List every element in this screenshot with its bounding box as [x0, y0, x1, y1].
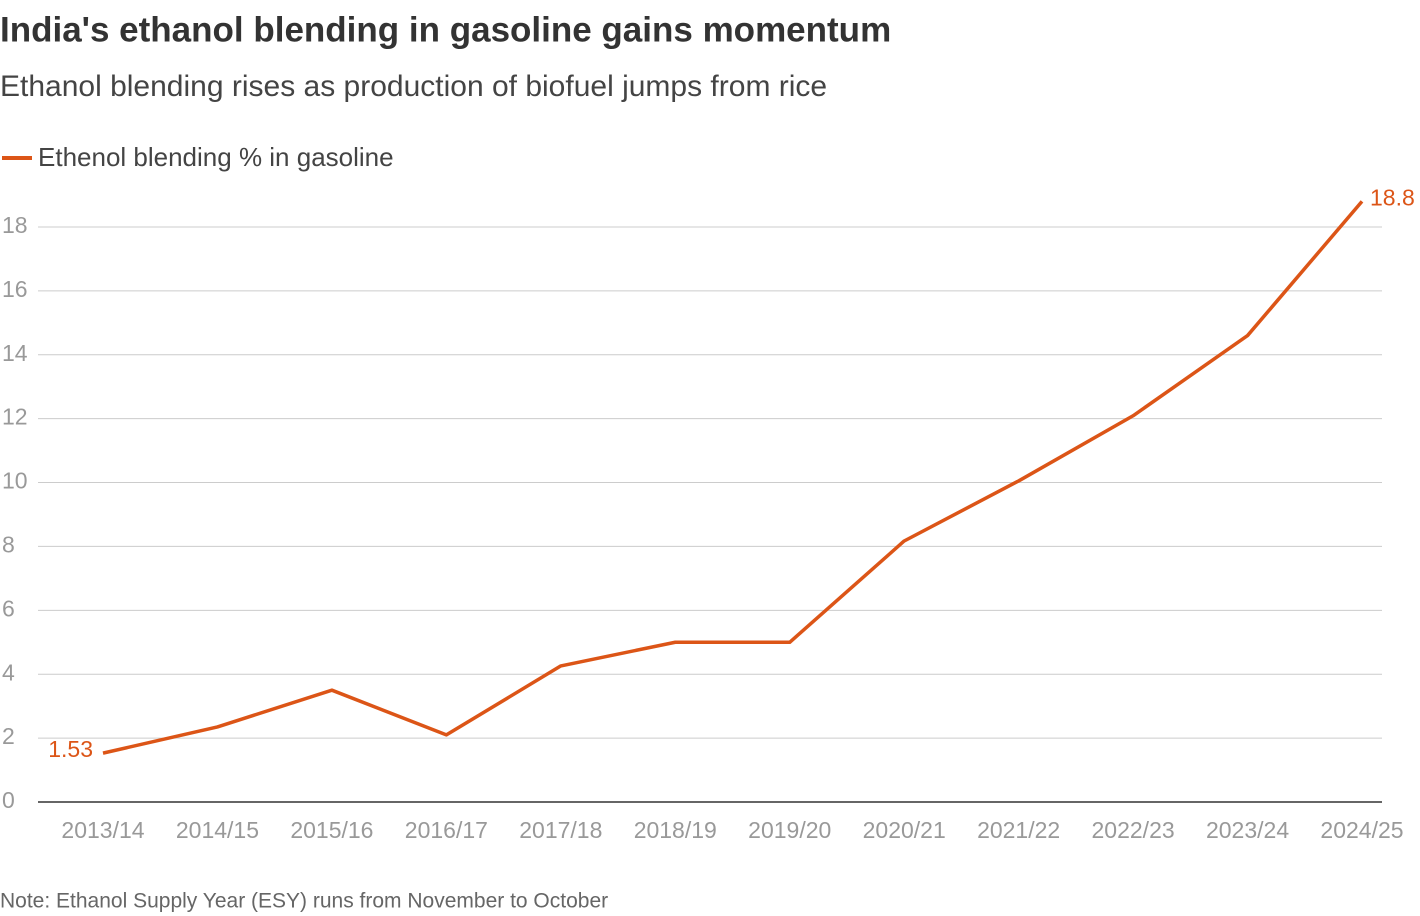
- x-tick-label: 2017/18: [519, 817, 602, 843]
- series-line: [102, 200, 1364, 755]
- data-label: 1.53: [48, 736, 93, 762]
- y-tick-label: 12: [2, 404, 28, 430]
- legend-label: Ethenol blending % in gasoline: [38, 142, 394, 172]
- note: Note: Ethanol Supply Year (ESY) runs fro…: [0, 890, 608, 913]
- x-tick-label: 2016/17: [405, 817, 488, 843]
- x-tick-label: 2018/19: [634, 817, 717, 843]
- y-tick-label: 16: [2, 276, 28, 302]
- y-tick-label: 8: [2, 531, 15, 557]
- y-tick-label: 10: [2, 468, 28, 494]
- x-tick-label: 2021/22: [977, 817, 1060, 843]
- x-tick-label: 2015/16: [290, 817, 373, 843]
- y-tick-label: 4: [2, 659, 15, 685]
- x-tick-label: 2024/25: [1320, 817, 1403, 843]
- y-tick-label: 0: [2, 787, 15, 813]
- x-tick-label: 2022/23: [1092, 817, 1175, 843]
- x-tick-label: 2020/21: [863, 817, 946, 843]
- y-tick-label: 14: [2, 340, 28, 366]
- data-label: 18.8: [1370, 184, 1415, 210]
- y-tick-label: 18: [2, 212, 28, 238]
- chart-subtitle: Ethanol blending rises as production of …: [0, 70, 827, 103]
- x-tick-label: 2023/24: [1206, 817, 1289, 843]
- y-tick-label: 6: [2, 595, 15, 621]
- chart-title: India's ethanol blending in gasoline gai…: [0, 10, 891, 49]
- x-tick-label: 2013/14: [61, 817, 144, 843]
- x-tick-label: 2014/15: [176, 817, 259, 843]
- y-tick-label: 2: [2, 723, 15, 749]
- x-tick-label: 2019/20: [748, 817, 831, 843]
